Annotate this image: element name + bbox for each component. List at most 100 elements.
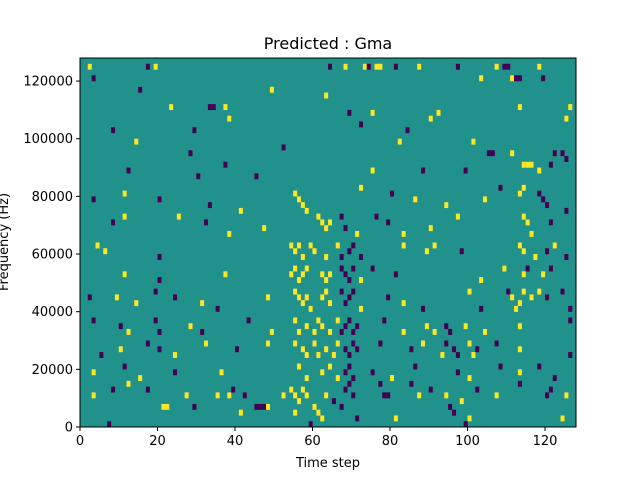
- heatmap-cell: [343, 225, 348, 232]
- heatmap-background: [80, 58, 576, 427]
- heatmap-cell: [339, 213, 344, 220]
- heatmap-cell: [494, 340, 499, 347]
- heatmap-cell: [335, 317, 340, 324]
- heatmap-cell: [266, 340, 271, 347]
- heatmap-cell: [405, 127, 410, 134]
- heatmap-cell: [359, 254, 364, 260]
- heatmap-cell: [293, 317, 298, 324]
- heatmap-cell: [91, 317, 96, 324]
- heatmap-cell: [347, 363, 352, 370]
- heatmap-cell: [401, 242, 406, 249]
- heatmap-cell: [359, 121, 364, 128]
- heatmap-cell: [219, 369, 224, 376]
- heatmap-cell: [103, 248, 108, 255]
- heatmap-cell: [293, 340, 298, 347]
- heatmap-cell: [262, 225, 267, 232]
- heatmap-cell: [266, 294, 271, 301]
- heatmap-cell: [266, 403, 271, 410]
- heatmap-cell: [304, 207, 309, 214]
- heatmap-cell: [455, 369, 460, 376]
- heatmap-cell: [293, 190, 298, 197]
- heatmap-cell: [126, 380, 131, 387]
- heatmap-cell: [111, 127, 116, 134]
- heatmap-cell: [448, 403, 453, 410]
- heatmap-cell: [173, 294, 178, 301]
- heatmap-cell: [281, 144, 286, 151]
- heatmap-cell: [324, 346, 329, 353]
- x-tick-label: 0: [76, 434, 84, 449]
- heatmap-cell: [339, 328, 344, 335]
- heatmap-cell: [343, 271, 348, 278]
- heatmap-cell: [448, 328, 453, 335]
- heatmap-cell: [413, 363, 418, 370]
- heatmap-cell: [312, 340, 317, 347]
- heatmap-cell: [269, 328, 274, 335]
- y-tick-label: 80000: [32, 190, 73, 205]
- heatmap-cell: [355, 346, 360, 353]
- heatmap-cell: [347, 380, 352, 387]
- heatmap-cell: [378, 380, 383, 387]
- heatmap-cell: [289, 386, 294, 393]
- heatmap-cell: [335, 242, 340, 249]
- heatmap-cell: [99, 352, 104, 358]
- heatmap-cell: [308, 242, 313, 249]
- heatmap-cell: [421, 305, 426, 312]
- heatmap-cell: [192, 403, 197, 410]
- heatmap-cell: [157, 328, 162, 335]
- heatmap-cell: [300, 254, 305, 260]
- heatmap-cell: [393, 63, 398, 70]
- x-axis-label: Time step: [295, 456, 360, 471]
- heatmap-cell: [293, 392, 298, 399]
- y-tick-label: 20000: [32, 363, 73, 378]
- heatmap-cell: [510, 294, 515, 301]
- heatmap-cell: [351, 328, 356, 335]
- heatmap-cell: [122, 213, 127, 220]
- heatmap-cell: [564, 115, 569, 122]
- heatmap-cell: [471, 352, 476, 358]
- heatmap-cell: [227, 392, 232, 399]
- y-tick-label: 100000: [23, 132, 73, 147]
- heatmap-cell: [401, 328, 406, 335]
- heatmap-cell: [169, 104, 174, 111]
- heatmap-cell: [258, 403, 263, 410]
- heatmap-cell: [514, 305, 519, 312]
- heatmap-cell: [529, 230, 534, 237]
- heatmap-cell: [173, 369, 178, 376]
- heatmap-cell: [564, 254, 569, 260]
- heatmap-cell: [455, 352, 460, 358]
- heatmap-cell: [304, 323, 309, 330]
- heatmap-cell: [254, 403, 259, 410]
- heatmap-cell: [161, 403, 166, 410]
- heatmap-cell: [463, 323, 468, 330]
- heatmap-cell: [289, 242, 294, 249]
- heatmap-cell: [335, 340, 340, 347]
- heatmap-cell: [304, 375, 309, 382]
- heatmap-cell: [444, 392, 449, 399]
- heatmap-cell: [300, 346, 305, 353]
- heatmap-cell: [207, 202, 212, 209]
- heatmap-cell: [548, 161, 553, 168]
- heatmap-cell: [347, 317, 352, 324]
- heatmap-cell: [207, 104, 212, 111]
- heatmap-cell: [312, 328, 317, 335]
- y-axis: 0 20000 40000 60000 80000 100000 120000: [23, 75, 80, 436]
- x-tick-label: 40: [227, 434, 244, 449]
- heatmap-cell: [122, 363, 127, 370]
- heatmap-cell: [424, 248, 429, 255]
- heatmap-cell: [517, 300, 522, 307]
- y-axis-label: Frequency (Hz): [0, 193, 12, 291]
- heatmap-cell: [529, 294, 534, 301]
- heatmap-cell: [428, 115, 433, 122]
- heatmap-cell: [490, 150, 495, 157]
- heatmap-cell: [424, 323, 429, 330]
- heatmap-cell: [502, 63, 507, 70]
- heatmap-cell: [359, 277, 364, 284]
- heatmap-cell: [153, 317, 158, 324]
- heatmap-cell: [517, 369, 522, 376]
- heatmap-cell: [235, 346, 240, 353]
- heatmap-cell: [320, 369, 325, 376]
- heatmap-cell: [455, 213, 460, 220]
- heatmap-cell: [374, 63, 379, 70]
- heatmap-cell: [366, 63, 371, 70]
- heatmap-cell: [463, 421, 468, 428]
